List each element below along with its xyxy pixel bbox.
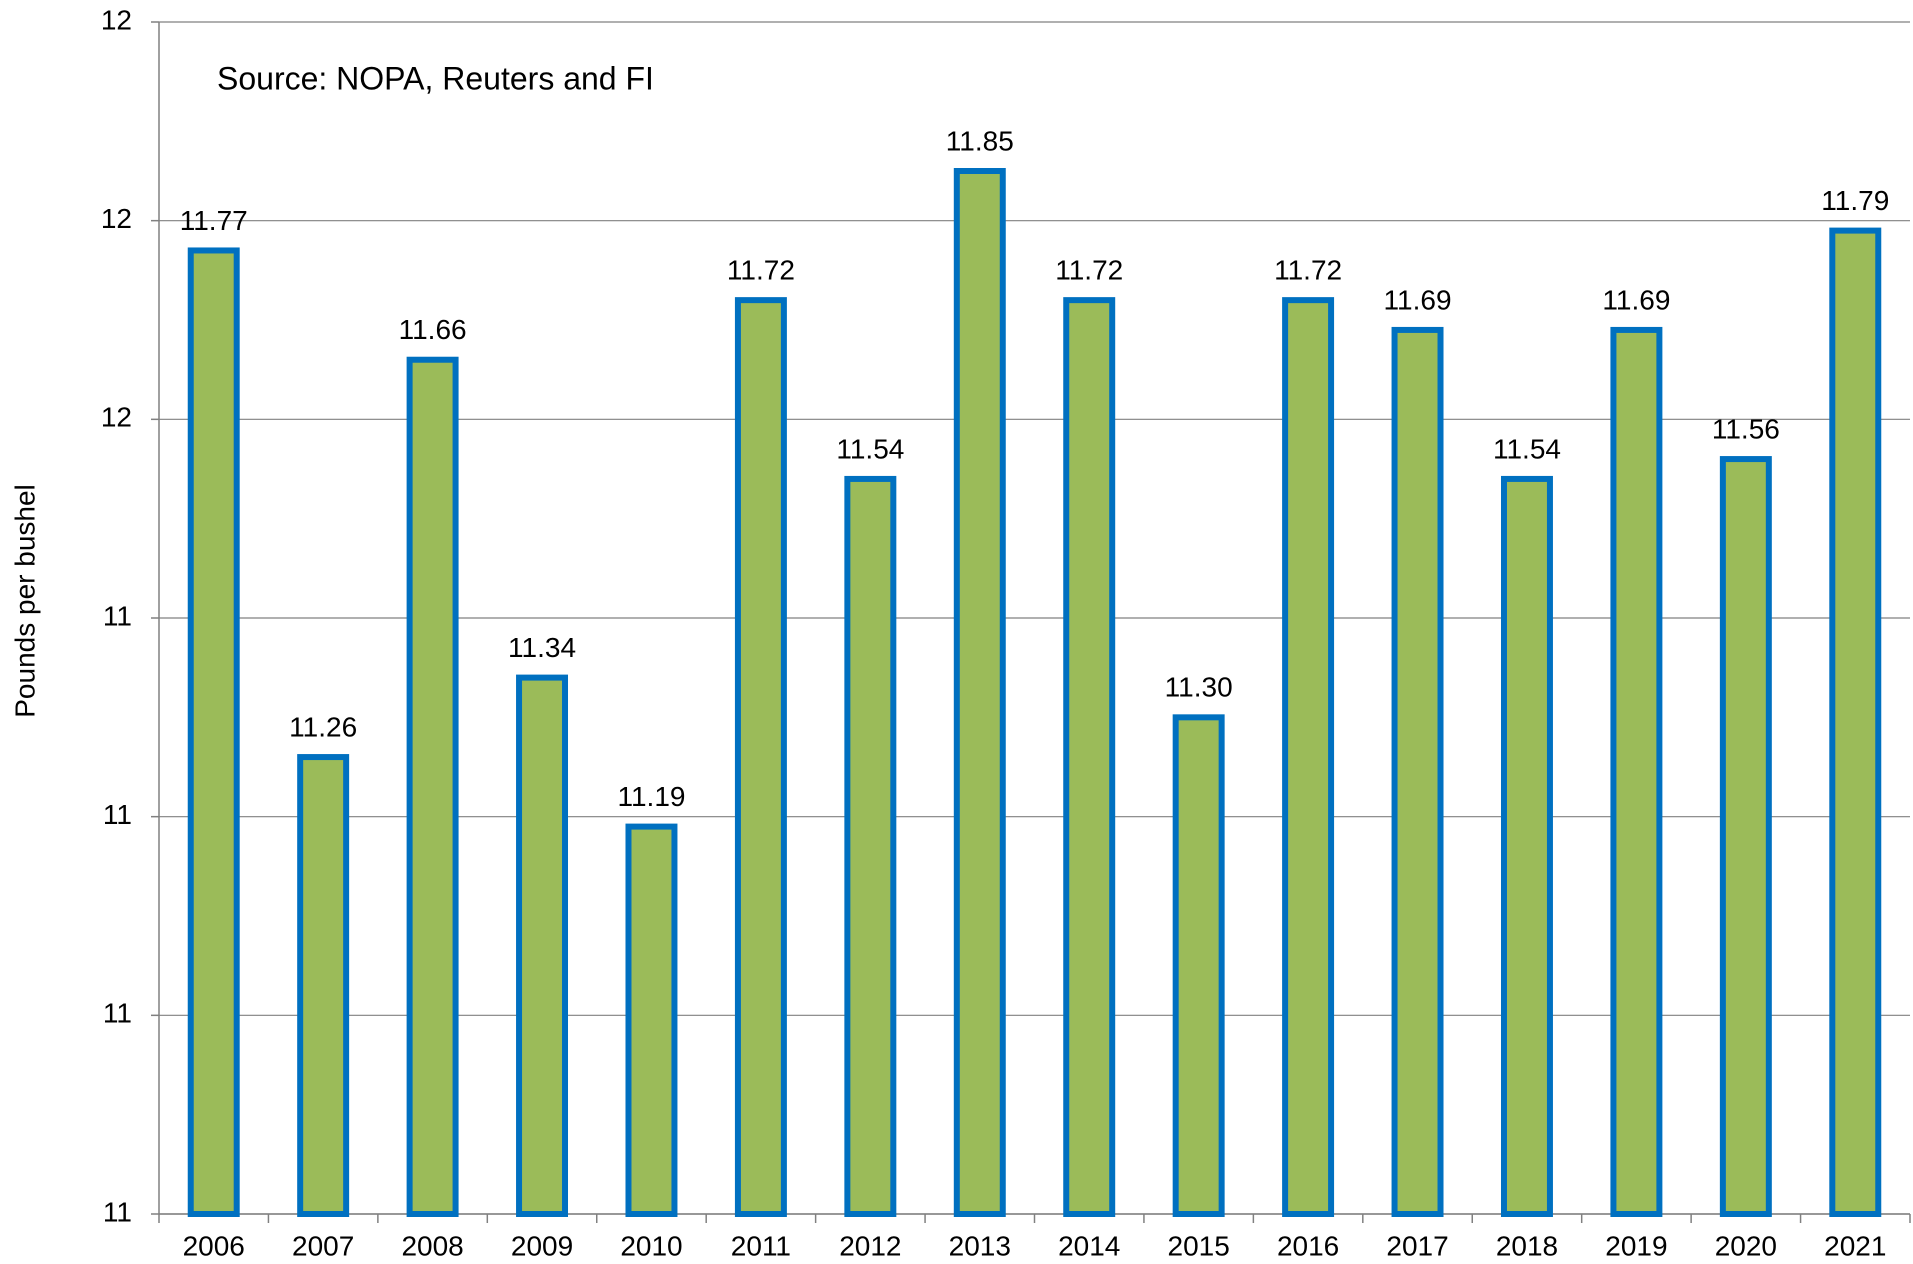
bar: [953, 168, 1006, 1217]
data-label: 11.69: [1602, 284, 1670, 315]
bar: [1063, 297, 1116, 1217]
x-tick-label: 2016: [1277, 1230, 1339, 1261]
y-tick-label: 11: [103, 799, 132, 830]
bar: [1719, 456, 1772, 1218]
bar: [1829, 227, 1882, 1218]
bar: [1391, 326, 1444, 1217]
y-tick-label: 12: [101, 4, 132, 35]
y-tick-label: 12: [101, 203, 132, 234]
bar: [187, 247, 240, 1217]
bar: [516, 674, 569, 1217]
x-tick-label: 2011: [731, 1230, 791, 1261]
y-tick-label: 11: [103, 1196, 132, 1227]
bar: [734, 297, 787, 1217]
bar: [297, 754, 350, 1217]
data-label: 11.54: [1493, 433, 1561, 464]
data-label: 11.56: [1712, 413, 1780, 444]
x-tick-label: 2014: [1058, 1230, 1120, 1261]
data-label: 11.54: [836, 433, 904, 464]
x-tick-label: 2015: [1168, 1230, 1230, 1261]
x-tick-label: 2020: [1715, 1230, 1777, 1261]
x-tick-label: 2012: [839, 1230, 901, 1261]
data-label: 11.72: [1274, 255, 1342, 286]
x-tick-label: 2019: [1605, 1230, 1667, 1261]
data-label: 11.79: [1821, 185, 1889, 216]
x-tick-label: 2010: [620, 1230, 682, 1261]
bar: [844, 475, 897, 1217]
x-tick-label: 2007: [292, 1230, 354, 1261]
bar: [625, 823, 678, 1217]
data-label: 11.34: [508, 632, 576, 663]
x-tick-label: 2021: [1824, 1230, 1886, 1261]
data-label: 11.72: [727, 255, 795, 286]
x-tick-label: 2013: [949, 1230, 1011, 1261]
x-tick-label: 2008: [401, 1230, 463, 1261]
bar: [1500, 475, 1553, 1217]
y-tick-label: 11: [103, 998, 132, 1029]
bar: [1172, 714, 1225, 1217]
bar: [1282, 297, 1335, 1217]
x-tick-label: 2009: [511, 1230, 573, 1261]
data-label: 11.85: [946, 125, 1014, 156]
data-label: 11.72: [1055, 255, 1123, 286]
x-tick-label: 2006: [183, 1230, 245, 1261]
bar: [406, 356, 459, 1217]
data-label: 11.66: [399, 314, 467, 345]
y-tick-label: 12: [101, 402, 132, 433]
data-label: 11.26: [289, 711, 357, 742]
y-axis-label: Pounds per bushel: [9, 484, 40, 718]
y-tick-label: 11: [103, 600, 132, 631]
data-label: 11.69: [1384, 284, 1452, 315]
data-label: 11.19: [617, 781, 685, 812]
annotation: Source: NOPA, Reuters and FI: [217, 60, 654, 96]
x-tick-label: 2018: [1496, 1230, 1558, 1261]
x-tick-label: 2017: [1386, 1230, 1448, 1261]
data-label: 11.30: [1165, 672, 1233, 703]
data-label: 11.77: [180, 205, 248, 236]
bar: [1610, 326, 1663, 1217]
